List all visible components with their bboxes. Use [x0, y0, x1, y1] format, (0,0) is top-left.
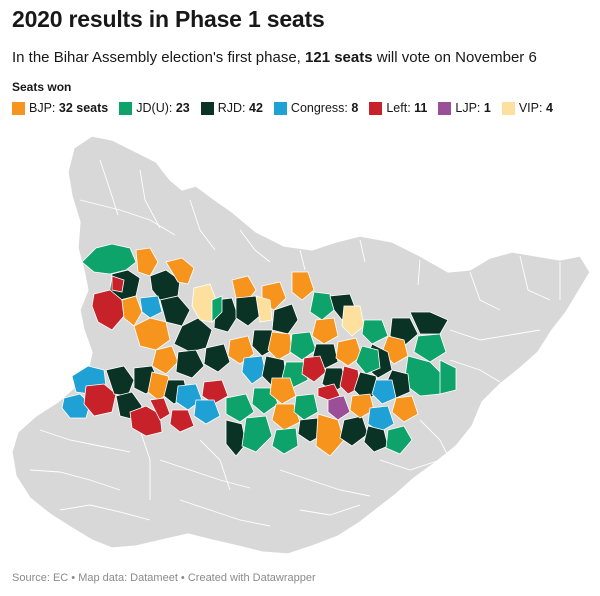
- constituency-bjp: [311, 317, 339, 345]
- legend-swatch-bjp: [12, 101, 25, 115]
- subtitle-highlight: 121 seats: [305, 49, 373, 66]
- constituency-jdu: [289, 331, 317, 361]
- legend-item-rjd: RJD: 42: [200, 101, 263, 115]
- legend-title: Seats won: [12, 80, 72, 94]
- legend-label-ljp: LJP:: [455, 101, 481, 115]
- legend-swatch-vip: [501, 101, 515, 115]
- constituency-left: [129, 405, 163, 437]
- constituency-jdu: [293, 393, 319, 421]
- legend-item-jdu: JD(U): 23: [119, 101, 190, 115]
- constituency-bjp: [165, 257, 195, 285]
- constituency-left: [111, 275, 125, 293]
- constituency-jdu: [355, 345, 381, 375]
- constituency-jdu: [271, 427, 299, 455]
- chart-subtitle: In the Bihar Assembly election's first p…: [12, 49, 537, 66]
- constituency-jdu: [385, 425, 413, 455]
- legend-label-bjp: BJP:: [29, 101, 56, 115]
- constituency-jdu: [361, 319, 389, 345]
- constituency-jdu: [211, 295, 223, 323]
- legend-label-vip: VIP:: [518, 101, 543, 115]
- constituency-jdu: [241, 415, 273, 453]
- legend-label-jdu: JD(U):: [136, 101, 173, 115]
- constituency-rjd: [203, 343, 231, 373]
- constituency-rjd: [225, 419, 247, 457]
- constituency-ljp: [327, 395, 351, 421]
- constituency-congress: [371, 379, 397, 405]
- constituency-bjp: [315, 413, 345, 457]
- constituency-bjp: [291, 271, 315, 301]
- constituency-left: [91, 289, 125, 331]
- constituency-bjp: [133, 317, 171, 351]
- constituency-borders: [29, 159, 561, 527]
- legend-count-rjd: 42: [249, 101, 263, 115]
- legend-item-congress: Congress: 8: [273, 101, 359, 115]
- legend-item-vip: VIP: 4: [501, 101, 553, 115]
- constituency-bjp: [269, 377, 297, 405]
- constituency-congress: [139, 295, 163, 319]
- constituency-left: [301, 355, 327, 383]
- legend-swatch-ljp: [438, 101, 452, 115]
- constituency-left: [317, 383, 341, 401]
- legend-count-ljp: 1: [483, 101, 491, 115]
- constituency-rjd: [235, 295, 263, 327]
- legend-swatch-left: [369, 101, 383, 115]
- subtitle-suffix: will vote on November 6: [372, 49, 537, 66]
- legend-swatch-rjd: [200, 101, 214, 115]
- subtitle-prefix: In the Bihar Assembly election's first p…: [12, 49, 306, 66]
- legend-label-left: Left:: [386, 101, 411, 115]
- legend-count-congress: 8: [351, 101, 359, 115]
- constituency-left: [83, 383, 117, 417]
- constituency-bjp: [271, 403, 301, 431]
- constituency-congress: [367, 405, 395, 433]
- constituency-vip: [255, 295, 273, 323]
- constituency-congress: [61, 393, 91, 419]
- constituency-rjd: [363, 425, 389, 453]
- legend-swatch-jdu: [119, 101, 133, 115]
- legend-count-jdu: 23: [175, 101, 190, 115]
- legend-count-vip: 4: [545, 101, 553, 115]
- constituency-congress: [193, 399, 221, 425]
- constituency-rjd: [175, 349, 205, 379]
- constituency-bjp: [335, 337, 363, 367]
- constituency-jdu: [439, 359, 457, 395]
- legend-count-bjp: 32 seats: [58, 101, 109, 115]
- constituency-left: [149, 397, 171, 421]
- legend-label-congress: Congress:: [290, 101, 348, 115]
- constituency-rjd: [409, 311, 449, 335]
- constituency-vip: [341, 305, 365, 337]
- bihar-constituency-map: [11, 135, 591, 555]
- constituency-left: [169, 409, 195, 433]
- constituency-bjp: [121, 295, 143, 327]
- constituency-jdu: [413, 333, 447, 363]
- legend-label-rjd: RJD:: [217, 101, 246, 115]
- legend-item-left: Left: 11: [369, 101, 427, 115]
- constituency-jdu: [309, 291, 335, 321]
- chart-footer: Source: EC • Map data: Datameet • Create…: [12, 572, 316, 584]
- legend-item-bjp: BJP: 32 seats: [12, 101, 108, 115]
- constituency-bjp: [135, 247, 159, 277]
- legend-count-left: 11: [414, 101, 428, 115]
- legend-swatch-congress: [273, 101, 287, 115]
- legend: BJP: 32 seats JD(U): 23 RJD: 42 Congress…: [12, 101, 564, 115]
- constituency-rjd: [159, 295, 191, 327]
- constituency-bjp: [151, 345, 179, 375]
- constituency-left: [201, 379, 229, 405]
- legend-item-ljp: LJP: 1: [438, 101, 491, 115]
- constituency-jdu: [81, 243, 137, 275]
- constituency-bjp: [231, 275, 257, 301]
- constituency-jdu: [225, 393, 255, 423]
- constituency-rjd: [271, 303, 299, 335]
- chart-title: 2020 results in Phase 1 seats: [12, 6, 325, 32]
- constituency-bjp: [391, 395, 419, 423]
- constituency-bjp: [349, 393, 375, 419]
- constituency-rjd: [105, 365, 135, 397]
- constituency-bjp: [267, 331, 293, 361]
- constituency-congress: [241, 355, 267, 385]
- phase1-constituencies: [61, 243, 457, 457]
